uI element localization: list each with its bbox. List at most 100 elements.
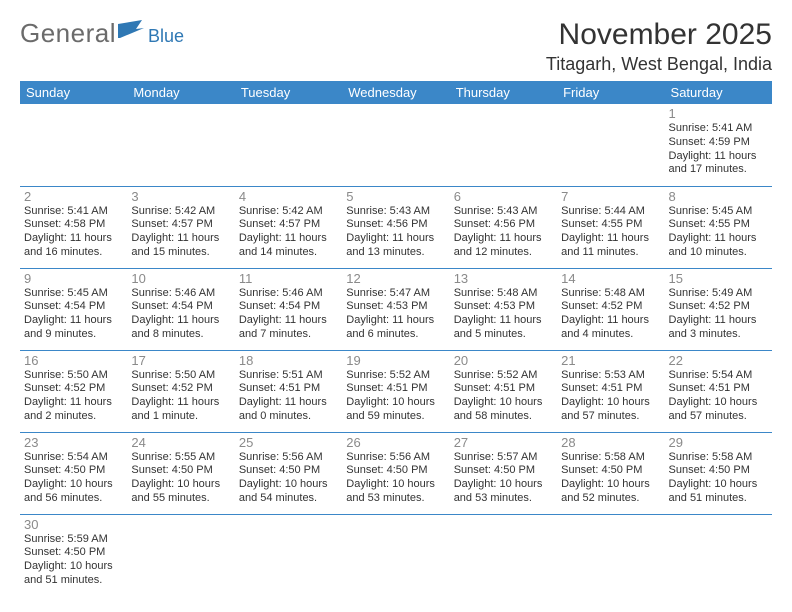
sunset-line: Sunset: 4:55 PM xyxy=(669,218,768,232)
header: General Blue November 2025 Titagarh, Wes… xyxy=(20,18,772,75)
day-number: 30 xyxy=(24,517,123,532)
day-number: 24 xyxy=(131,435,230,450)
sunset-line: Sunset: 4:52 PM xyxy=(561,300,660,314)
daylight-line: Daylight: 10 hours and 53 minutes. xyxy=(454,478,553,506)
sunrise-line: Sunrise: 5:47 AM xyxy=(346,287,445,301)
daylight-line: Daylight: 10 hours and 51 minutes. xyxy=(669,478,768,506)
sunset-line: Sunset: 4:51 PM xyxy=(561,382,660,396)
day-number: 19 xyxy=(346,353,445,368)
calendar-cell: 6Sunrise: 5:43 AMSunset: 4:56 PMDaylight… xyxy=(450,186,557,268)
sunset-line: Sunset: 4:57 PM xyxy=(239,218,338,232)
calendar-cell xyxy=(557,104,664,186)
day-number: 28 xyxy=(561,435,660,450)
title-block: November 2025 Titagarh, West Bengal, Ind… xyxy=(546,18,772,75)
page-title: November 2025 xyxy=(546,18,772,52)
day-number: 27 xyxy=(454,435,553,450)
day-number: 9 xyxy=(24,271,123,286)
sunset-line: Sunset: 4:56 PM xyxy=(346,218,445,232)
sunrise-line: Sunrise: 5:57 AM xyxy=(454,451,553,465)
daylight-line: Daylight: 10 hours and 54 minutes. xyxy=(239,478,338,506)
sunset-line: Sunset: 4:58 PM xyxy=(24,218,123,232)
sunset-line: Sunset: 4:50 PM xyxy=(669,464,768,478)
daylight-line: Daylight: 11 hours and 11 minutes. xyxy=(561,232,660,260)
sunrise-line: Sunrise: 5:41 AM xyxy=(24,205,123,219)
calendar-cell: 10Sunrise: 5:46 AMSunset: 4:54 PMDayligh… xyxy=(127,268,234,350)
sunrise-line: Sunrise: 5:45 AM xyxy=(24,287,123,301)
calendar-cell: 9Sunrise: 5:45 AMSunset: 4:54 PMDaylight… xyxy=(20,268,127,350)
daylight-line: Daylight: 11 hours and 13 minutes. xyxy=(346,232,445,260)
day-number: 10 xyxy=(131,271,230,286)
sunrise-line: Sunrise: 5:52 AM xyxy=(454,369,553,383)
sunset-line: Sunset: 4:50 PM xyxy=(561,464,660,478)
day-number: 4 xyxy=(239,189,338,204)
sunrise-line: Sunrise: 5:53 AM xyxy=(561,369,660,383)
daylight-line: Daylight: 11 hours and 7 minutes. xyxy=(239,314,338,342)
sunrise-line: Sunrise: 5:50 AM xyxy=(24,369,123,383)
sunset-line: Sunset: 4:51 PM xyxy=(239,382,338,396)
sunrise-line: Sunrise: 5:46 AM xyxy=(131,287,230,301)
calendar-cell: 16Sunrise: 5:50 AMSunset: 4:52 PMDayligh… xyxy=(20,350,127,432)
calendar-cell: 29Sunrise: 5:58 AMSunset: 4:50 PMDayligh… xyxy=(665,432,772,514)
logo-text-general: General xyxy=(20,18,116,49)
calendar-cell: 3Sunrise: 5:42 AMSunset: 4:57 PMDaylight… xyxy=(127,186,234,268)
calendar-cell xyxy=(235,104,342,186)
sunset-line: Sunset: 4:51 PM xyxy=(346,382,445,396)
sunset-line: Sunset: 4:59 PM xyxy=(669,136,768,150)
calendar-cell: 24Sunrise: 5:55 AMSunset: 4:50 PMDayligh… xyxy=(127,432,234,514)
daylight-line: Daylight: 10 hours and 59 minutes. xyxy=(346,396,445,424)
weekday-header: Wednesday xyxy=(342,81,449,104)
sunset-line: Sunset: 4:51 PM xyxy=(454,382,553,396)
sunrise-line: Sunrise: 5:44 AM xyxy=(561,205,660,219)
calendar-table: Sunday Monday Tuesday Wednesday Thursday… xyxy=(20,81,772,596)
calendar-row: 2Sunrise: 5:41 AMSunset: 4:58 PM Daylight… xyxy=(20,186,772,268)
sunset-line: Sunset: 4:54 PM xyxy=(131,300,230,314)
daylight-line: Daylight: 11 hours and 6 minutes. xyxy=(346,314,445,342)
daylight-line: Daylight: 11 hours and 12 minutes. xyxy=(454,232,553,260)
sunset-line: Sunset: 4:53 PM xyxy=(346,300,445,314)
sunset-line: Sunset: 4:54 PM xyxy=(24,300,123,314)
sunset-line: Sunset: 4:54 PM xyxy=(239,300,338,314)
calendar-cell: 28Sunrise: 5:58 AMSunset: 4:50 PMDayligh… xyxy=(557,432,664,514)
logo: General Blue xyxy=(20,18,184,49)
calendar-cell xyxy=(450,104,557,186)
calendar-cell: 2Sunrise: 5:41 AMSunset: 4:58 PMDaylight… xyxy=(20,186,127,268)
sunrise-line: Sunrise: 5:52 AM xyxy=(346,369,445,383)
calendar-cell: 25Sunrise: 5:56 AMSunset: 4:50 PMDayligh… xyxy=(235,432,342,514)
calendar-cell: 1Sunrise: 5:41 AMSunset: 4:59 PMDaylight… xyxy=(665,104,772,186)
day-number: 7 xyxy=(561,189,660,204)
daylight-line: Daylight: 11 hours and 5 minutes. xyxy=(454,314,553,342)
calendar-cell: 13Sunrise: 5:48 AMSunset: 4:53 PMDayligh… xyxy=(450,268,557,350)
sunset-line: Sunset: 4:57 PM xyxy=(131,218,230,232)
daylight-line: Daylight: 10 hours and 57 minutes. xyxy=(669,396,768,424)
day-number: 12 xyxy=(346,271,445,286)
day-number: 2 xyxy=(24,189,123,204)
sunrise-line: Sunrise: 5:43 AM xyxy=(346,205,445,219)
sunset-line: Sunset: 4:50 PM xyxy=(239,464,338,478)
sunrise-line: Sunrise: 5:46 AM xyxy=(239,287,338,301)
sunset-line: Sunset: 4:53 PM xyxy=(454,300,553,314)
sunrise-line: Sunrise: 5:58 AM xyxy=(561,451,660,465)
daylight-line: Daylight: 11 hours and 0 minutes. xyxy=(239,396,338,424)
day-number: 8 xyxy=(669,189,768,204)
day-number: 29 xyxy=(669,435,768,450)
calendar-cell xyxy=(342,514,449,596)
calendar-cell: 4Sunrise: 5:42 AMSunset: 4:57 PMDaylight… xyxy=(235,186,342,268)
calendar-cell: 27Sunrise: 5:57 AMSunset: 4:50 PMDayligh… xyxy=(450,432,557,514)
sunrise-line: Sunrise: 5:42 AM xyxy=(239,205,338,219)
sunset-line: Sunset: 4:50 PM xyxy=(454,464,553,478)
weekday-header: Sunday xyxy=(20,81,127,104)
calendar-cell: 20Sunrise: 5:52 AMSunset: 4:51 PMDayligh… xyxy=(450,350,557,432)
logo-text-blue: Blue xyxy=(148,26,184,47)
sunset-line: Sunset: 4:55 PM xyxy=(561,218,660,232)
calendar-cell: 22Sunrise: 5:54 AMSunset: 4:51 PMDayligh… xyxy=(665,350,772,432)
sunrise-line: Sunrise: 5:54 AM xyxy=(669,369,768,383)
calendar-cell: 21Sunrise: 5:53 AMSunset: 4:51 PMDayligh… xyxy=(557,350,664,432)
sunrise-line: Sunrise: 5:50 AM xyxy=(131,369,230,383)
sunrise-line: Sunrise: 5:49 AM xyxy=(669,287,768,301)
day-number: 6 xyxy=(454,189,553,204)
calendar-cell xyxy=(450,514,557,596)
sunset-line: Sunset: 4:52 PM xyxy=(131,382,230,396)
day-number: 20 xyxy=(454,353,553,368)
sunset-line: Sunset: 4:52 PM xyxy=(24,382,123,396)
sunrise-line: Sunrise: 5:59 AM xyxy=(24,533,123,547)
